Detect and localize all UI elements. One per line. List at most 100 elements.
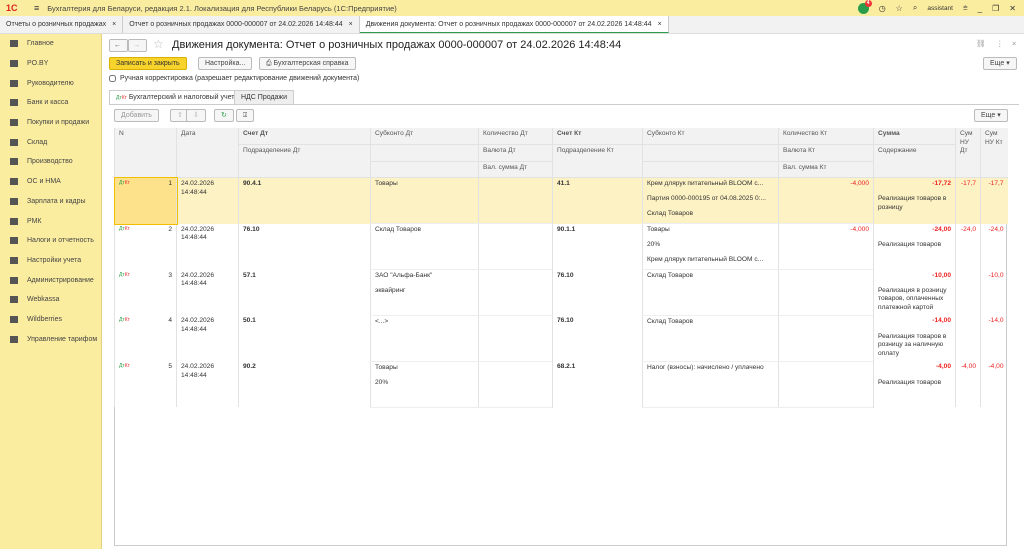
cell-n[interactable]: ДтКт 4 — [114, 315, 177, 362]
forward-button[interactable]: → — [128, 39, 147, 52]
export-button[interactable]: ⍗ — [236, 109, 255, 122]
cell-sub-dt-2 — [370, 330, 479, 347]
section-icon — [10, 315, 18, 323]
sidebar-item-label: Покупки и продажи — [27, 119, 90, 127]
section-icon — [10, 296, 18, 304]
cell-n[interactable]: ДтКт 3 — [114, 269, 177, 316]
page-title: Движения документа: Отчет о розничных пр… — [172, 39, 622, 51]
minimize-icon[interactable]: _ — [977, 3, 983, 13]
back-button[interactable]: ← — [109, 39, 128, 52]
link-icon[interactable]: ⛓ — [976, 39, 986, 48]
search-icon[interactable]: ⌕ — [912, 3, 918, 12]
cell-qty-dt — [478, 223, 553, 239]
manual-correction-checkbox[interactable] — [109, 75, 116, 82]
cell-sub-dt: Склад Товаров — [370, 223, 479, 239]
cell-date: 24.02.2026 14:48:44 — [176, 223, 239, 270]
sidebar-item[interactable]: Настройки учета — [0, 251, 101, 271]
table-row[interactable]: ДтКт 1 24.02.2026 14:48:44 90.4.1 Товары 41.1 К… — [113, 176, 1008, 225]
save-close-button[interactable]: Записать и закрыть — [109, 57, 187, 70]
settings-button[interactable]: Настройка... — [198, 57, 253, 70]
cell-kt: 68.2.1 — [552, 361, 643, 377]
col-kt-div[interactable]: Подразделение Кт — [552, 144, 643, 179]
sidebar-item[interactable]: Покупки и продажи — [0, 113, 101, 133]
sidebar-item[interactable]: Склад — [0, 132, 101, 152]
cell-content: Реализация товаров в розницу — [873, 193, 956, 224]
refresh-button[interactable]: ↻ — [214, 109, 234, 122]
table-row[interactable]: ДтКт 3 24.02.2026 14:48:44 57.1 ЗАО "Альфа-Ба… — [114, 269, 1008, 316]
table-more-button[interactable]: Еще ▾ — [974, 109, 1008, 122]
col-qty-dt[interactable]: Количество Дт — [478, 128, 553, 146]
more-actions-icon[interactable]: ⋮ — [996, 39, 1004, 48]
section-icon — [10, 158, 18, 166]
table-row[interactable]: ДтКт 2 24.02.2026 14:48:44 76.10 Склад Товаро… — [114, 223, 1008, 270]
window-tab[interactable]: Отчеты о розничных продажах × — [0, 16, 124, 33]
user-name[interactable]: assistant — [927, 4, 953, 12]
sidebar-item[interactable]: Руководителю — [0, 73, 101, 93]
window-tabs: Отчеты о розничных продажах × Отчет о роз… — [0, 16, 1024, 34]
move-down-button[interactable]: ⇩ — [186, 109, 206, 122]
menu-icon[interactable]: ≡ — [34, 3, 40, 13]
app-title: Бухгалтерия для Беларуси, редакция 2.1. … — [47, 3, 397, 13]
tab-accounting[interactable]: ДтКт Бухгалтерский и налоговый учет — [109, 90, 242, 104]
col-nu-dt[interactable]: Сум НУ Дт — [955, 128, 981, 179]
col-vsum-kt[interactable]: Вал. сумма Кт — [778, 161, 874, 179]
col-kt[interactable]: Счет Кт — [552, 128, 643, 146]
sidebar-item[interactable]: Налоги и отчетность — [0, 231, 101, 251]
close-icon[interactable]: ✕ — [1009, 3, 1016, 13]
cell-sub-kt: Крем длярук питательный BLOOM с... — [642, 177, 779, 194]
history-icon[interactable]: ◷ — [878, 3, 886, 13]
col-n[interactable]: N — [114, 128, 177, 179]
sidebar-item[interactable]: Администрирование — [0, 270, 101, 290]
cell-sub-kt-2 — [642, 330, 779, 347]
favorite-star-icon[interactable]: ☆ — [153, 37, 164, 51]
sidebar-item-label: Управление тарифом — [27, 335, 98, 343]
sidebar-item[interactable]: ОС и НМА — [0, 172, 101, 192]
col-sub-kt[interactable]: Субконто Кт — [642, 128, 779, 146]
sidebar-item[interactable]: PO.BY — [0, 54, 101, 74]
close-icon[interactable]: × — [348, 21, 353, 28]
col-sub-dt[interactable]: Субконто Дт — [370, 128, 479, 146]
tab-vat-sales[interactable]: НДС Продажи — [234, 90, 295, 104]
window-tab-active[interactable]: Движения документа: Отчет о розничных пр… — [359, 16, 669, 33]
col-cur-kt[interactable]: Валюта Кт — [778, 144, 874, 162]
sidebar-item[interactable]: Производство — [0, 152, 101, 172]
favorites-icon[interactable]: ☆ — [895, 3, 903, 13]
cell-dt: 90.4.1 — [238, 177, 371, 194]
sidebar-item[interactable]: Главное — [0, 34, 101, 54]
close-icon[interactable]: × — [112, 21, 117, 28]
col-nu-kt[interactable]: Сум НУ Кт — [980, 128, 1008, 179]
sidebar-item[interactable]: РМК — [0, 211, 101, 231]
sidebar-item-label: Зарплата и кадры — [27, 197, 86, 205]
movements-table: N Дата Счет Дт Субконто Дт Количество Дт… — [113, 128, 1008, 408]
report-button[interactable]: ⎙ Бухгалтерская справка — [259, 57, 356, 70]
col-date[interactable]: Дата — [176, 128, 239, 179]
cell-n[interactable]: ДтКт 1 — [113, 176, 178, 225]
col-sum[interactable]: Сумма — [873, 128, 956, 146]
close-icon[interactable]: × — [657, 21, 662, 28]
col-dt[interactable]: Счет Дт — [238, 128, 371, 146]
cell-n[interactable]: ДтКт 2 — [114, 223, 177, 270]
settings-icon[interactable]: ⩧ — [962, 3, 968, 12]
col-vsum-dt[interactable]: Вал. сумма Дт — [478, 161, 553, 179]
col-cur-dt[interactable]: Валюта Дт — [478, 144, 553, 162]
col-dt-div[interactable]: Подразделение Дт — [238, 144, 371, 179]
sidebar-item[interactable]: Webkassa — [0, 290, 101, 310]
table-row[interactable]: ДтКт 5 24.02.2026 14:48:44 90.2 Товары 68.2.1 Н… — [114, 361, 1008, 408]
col-content[interactable]: Содержание — [873, 144, 956, 179]
sidebar-item-label: Настройки учета — [27, 256, 82, 264]
sidebar-item[interactable]: Зарплата и кадры — [0, 192, 101, 212]
add-button[interactable]: Добавить — [114, 109, 159, 122]
restore-icon[interactable]: ❐ — [992, 3, 1000, 13]
window-tab[interactable]: Отчет о розничных продажах 0000-000007 о… — [123, 16, 360, 33]
cell-sub-kt-2 — [642, 376, 779, 392]
cell-n[interactable]: ДтКт 5 — [114, 361, 177, 408]
col-qty-kt[interactable]: Количество Кт — [778, 128, 874, 146]
sidebar-item[interactable]: Управление тарифом — [0, 329, 101, 349]
manual-correction[interactable]: Ручная корректировка (разрешает редактир… — [109, 75, 359, 82]
sidebar-item[interactable]: Банк и касса — [0, 93, 101, 113]
notifications-icon[interactable]: 4 — [857, 0, 872, 14]
more-button[interactable]: Еще ▾ — [983, 57, 1017, 70]
close-form-icon[interactable]: × — [1012, 39, 1017, 48]
sidebar-item[interactable]: Wildberries — [0, 310, 101, 330]
table-row[interactable]: ДтКт 4 24.02.2026 14:48:44 50.1 <...> 76.10 Скл… — [114, 315, 1008, 362]
